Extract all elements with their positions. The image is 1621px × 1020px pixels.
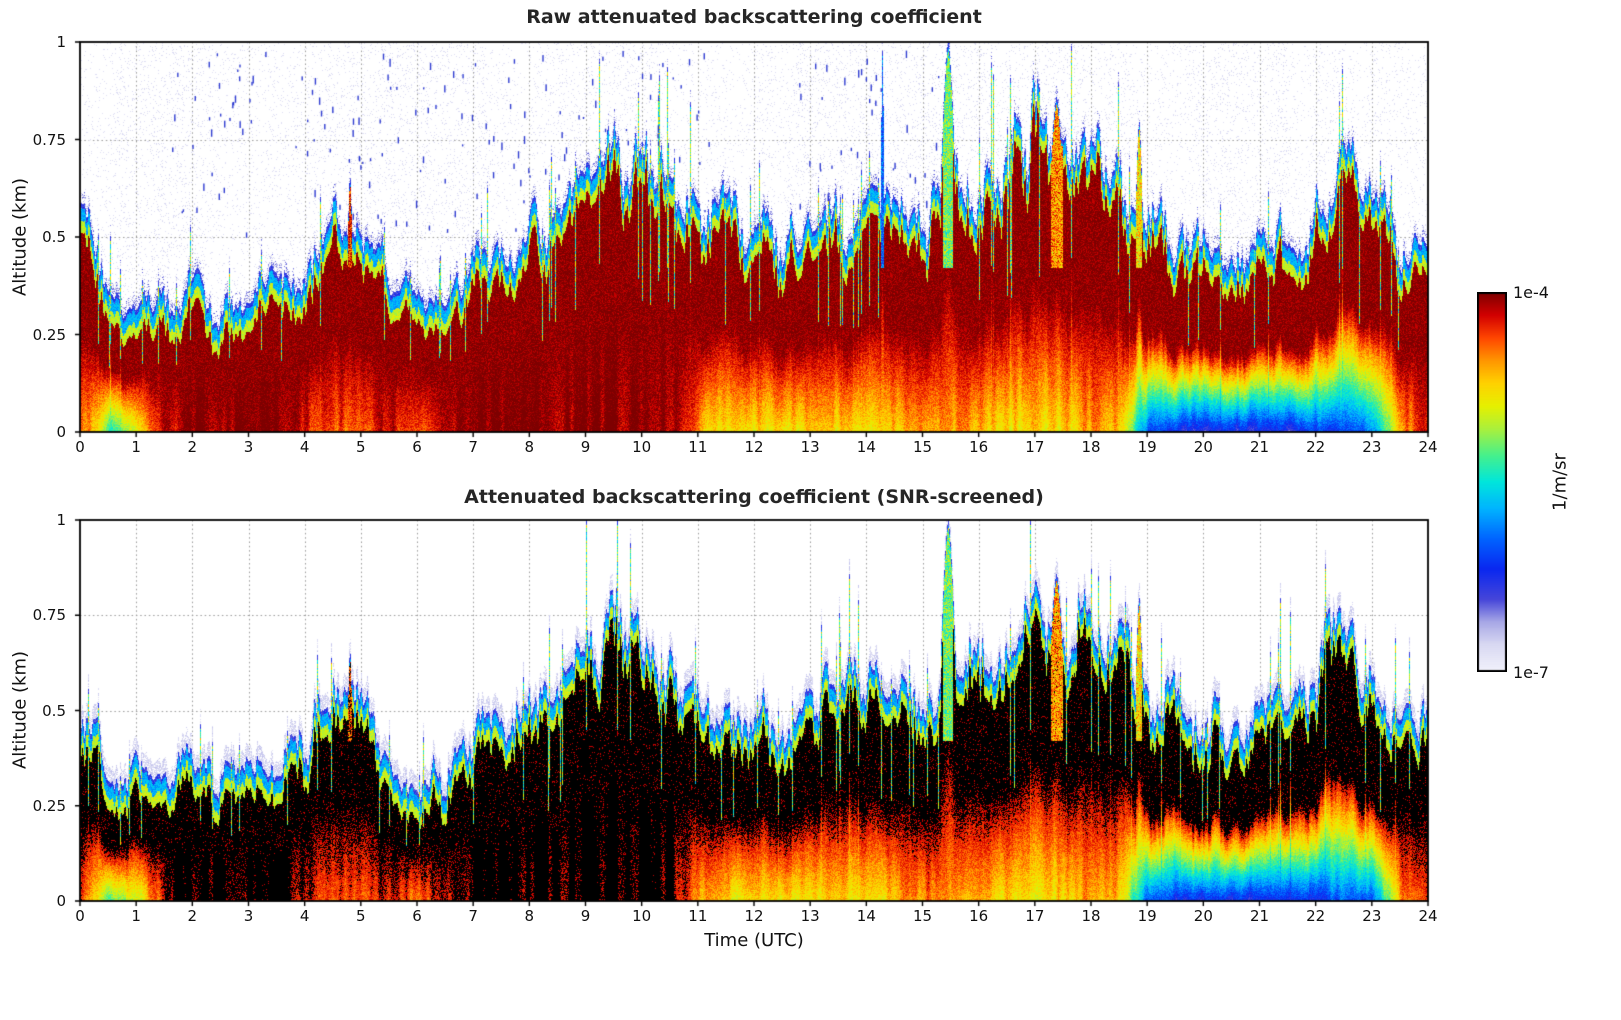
panel1-x-tick-label: 12	[744, 438, 764, 456]
panel1-x-tick-label: 6	[412, 438, 422, 456]
panel1-x-tick-label: 1	[131, 438, 141, 456]
colorbar	[1477, 292, 1507, 672]
panel2-x-tick-label: 9	[580, 907, 591, 925]
panel2-x-tick-label: 1	[131, 907, 141, 925]
panel1-x-tick-label: 4	[299, 438, 310, 456]
panel1-x-tick-label: 18	[1081, 438, 1101, 456]
panel2-x-tick-label: 19	[1137, 907, 1157, 925]
panel2-y-tick-label: 0	[56, 892, 66, 910]
panel1-x-tick-label: 10	[632, 438, 652, 456]
panel2-x-tick-label: 13	[800, 907, 820, 925]
panel1-x-tick-label: 24	[1418, 438, 1438, 456]
panel1-y-tick-label: 1	[56, 33, 66, 51]
panel2-x-tick-label: 23	[1362, 907, 1382, 925]
panel1-x-tick-label: 17	[1025, 438, 1045, 456]
panel1-x-tick-label: 5	[356, 438, 366, 456]
panel2-x-tick-label: 2	[187, 907, 198, 925]
colorbar-max-label: 1e-4	[1513, 283, 1549, 302]
colorbar-unit-label: 1/m/sr	[1549, 453, 1571, 511]
panel1-x-tick-label: 22	[1306, 438, 1326, 456]
panel2-x-tick-label: 22	[1306, 907, 1326, 925]
panel1-x-tick-label: 15	[912, 438, 933, 456]
panel1-y-tick-label: 0.75	[32, 130, 66, 149]
panel2-x-tick-label: 21	[1249, 907, 1270, 925]
panel1-x-tick-label: 16	[969, 438, 989, 456]
panel2-x-tick-label: 14	[856, 907, 876, 925]
panel2-heatmap	[72, 512, 1436, 909]
panel1-x-tick-label: 20	[1193, 438, 1213, 456]
panel2-x-tick-label: 8	[524, 907, 535, 925]
panel1-x-tick-label: 14	[856, 438, 876, 456]
panel1-y-tick-label: 0.25	[32, 325, 66, 344]
panel2-x-tick-label: 17	[1025, 907, 1045, 925]
panel2-x-tick-label: 6	[412, 907, 422, 925]
panel1-x-tick-label: 2	[187, 438, 198, 456]
panel1-x-tick-label: 0	[75, 438, 85, 456]
panel2-x-tick-label: 10	[632, 907, 652, 925]
panel1-x-tick-label: 7	[468, 438, 478, 456]
panel1-x-tick-label: 11	[688, 438, 708, 456]
panel2-title: Attenuated backscattering coefficient (S…	[464, 486, 1044, 508]
panel2-x-tick-label: 4	[299, 907, 310, 925]
colorbar-min-label: 1e-7	[1513, 663, 1549, 682]
panel1-heatmap	[72, 34, 1436, 440]
panel2-x-tick-label: 24	[1418, 907, 1438, 925]
panel2-x-tick-label: 0	[75, 907, 85, 925]
panel2-x-tick-label: 7	[468, 907, 478, 925]
panel1-x-tick-label: 19	[1137, 438, 1157, 456]
panel2-x-tick-label: 12	[744, 907, 764, 925]
panel1-title: Raw attenuated backscattering coefficien…	[526, 6, 982, 28]
panel1-x-tick-label: 21	[1249, 438, 1270, 456]
panel2-y-tick-label: 0.75	[32, 606, 66, 625]
panel1-x-tick-label: 9	[580, 438, 591, 456]
panel1-x-tick-label: 3	[243, 438, 254, 456]
panel2-x-tick-label: 3	[243, 907, 254, 925]
panel2-y-tick-label: 1	[56, 511, 66, 529]
x-axis-label: Time (UTC)	[704, 930, 804, 951]
panel2-x-tick-label: 5	[356, 907, 366, 925]
panel2-x-tick-label: 15	[912, 907, 933, 925]
panel2-x-tick-label: 16	[969, 907, 989, 925]
panel1-y-tick-label: 0	[56, 423, 66, 441]
panel1-x-tick-label: 13	[800, 438, 820, 456]
panel2-y-tick-label: 0.25	[32, 796, 66, 815]
panel2-y-tick-label: 0.5	[42, 701, 66, 720]
panel2-x-tick-label: 18	[1081, 907, 1101, 925]
panel1-x-tick-label: 23	[1362, 438, 1382, 456]
panel2-x-tick-label: 11	[688, 907, 708, 925]
panel1-x-tick-label: 8	[524, 438, 535, 456]
panel2-x-tick-label: 20	[1193, 907, 1213, 925]
panel1-y-tick-label: 0.5	[42, 228, 66, 246]
